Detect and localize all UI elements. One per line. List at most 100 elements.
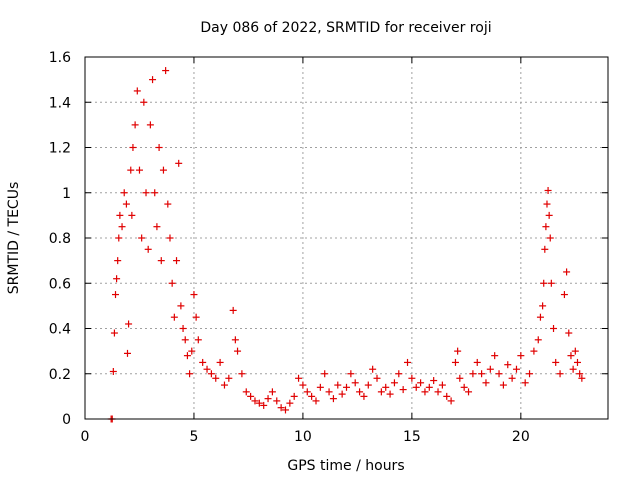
data-point bbox=[417, 379, 425, 387]
data-point bbox=[170, 313, 178, 321]
data-point bbox=[556, 370, 564, 378]
data-point bbox=[207, 370, 215, 378]
data-point bbox=[486, 365, 494, 373]
data-point bbox=[569, 365, 577, 373]
data-point bbox=[478, 370, 486, 378]
data-point bbox=[308, 392, 316, 400]
data-point bbox=[573, 358, 581, 366]
data-point bbox=[550, 325, 558, 332]
data-point bbox=[567, 352, 575, 360]
data-point bbox=[255, 399, 263, 407]
data-point bbox=[434, 388, 442, 396]
data-point bbox=[229, 306, 237, 314]
grid-layer bbox=[85, 57, 608, 419]
data-point bbox=[135, 166, 143, 174]
data-point bbox=[412, 383, 420, 391]
data-point bbox=[329, 395, 337, 403]
data-point bbox=[242, 388, 250, 396]
data-point bbox=[238, 370, 246, 378]
data-point bbox=[110, 329, 118, 337]
data-point bbox=[536, 313, 544, 321]
data-point bbox=[234, 347, 242, 355]
data-point bbox=[220, 381, 228, 389]
data-point bbox=[508, 374, 516, 382]
data-point bbox=[129, 144, 137, 151]
data-point bbox=[181, 336, 189, 344]
data-point bbox=[560, 291, 568, 299]
data-point bbox=[540, 279, 548, 287]
data-point bbox=[277, 404, 285, 412]
data-point bbox=[443, 392, 451, 400]
y-tick-label: 1.6 bbox=[49, 50, 71, 66]
data-point bbox=[421, 388, 429, 396]
data-point bbox=[194, 336, 202, 344]
data-point bbox=[351, 379, 359, 387]
y-tick-label: 0 bbox=[62, 412, 71, 428]
data-point bbox=[447, 397, 455, 405]
data-point bbox=[199, 358, 207, 366]
x-tick-label: 5 bbox=[189, 429, 198, 445]
y-tick-label: 0.2 bbox=[49, 367, 71, 383]
data-point bbox=[268, 388, 276, 396]
data-point bbox=[127, 166, 135, 174]
data-point bbox=[173, 257, 181, 265]
data-point bbox=[530, 347, 538, 355]
data-point bbox=[146, 121, 154, 129]
data-point bbox=[303, 388, 311, 396]
data-point bbox=[526, 370, 534, 378]
data-point bbox=[563, 268, 571, 276]
data-point bbox=[425, 383, 433, 391]
x-tick-label: 0 bbox=[81, 429, 90, 445]
data-point bbox=[295, 374, 303, 382]
data-point bbox=[142, 189, 150, 197]
data-point bbox=[325, 388, 333, 396]
data-point bbox=[456, 374, 464, 382]
data-point bbox=[395, 370, 403, 378]
data-point bbox=[299, 381, 307, 389]
data-point bbox=[541, 245, 549, 253]
x-tick-label: 15 bbox=[403, 429, 421, 445]
data-point bbox=[153, 223, 161, 231]
data-point bbox=[286, 399, 294, 407]
data-point bbox=[316, 383, 324, 391]
data-point bbox=[116, 211, 124, 219]
y-tick-label: 1.4 bbox=[49, 95, 71, 111]
data-point bbox=[131, 121, 139, 129]
data-point bbox=[545, 211, 553, 219]
data-point bbox=[123, 349, 131, 357]
data-point bbox=[159, 166, 167, 174]
data-point bbox=[408, 374, 416, 382]
data-point bbox=[290, 392, 298, 400]
data-point bbox=[128, 211, 136, 219]
data-point bbox=[260, 401, 268, 409]
data-point bbox=[157, 257, 165, 265]
data-point bbox=[162, 67, 170, 75]
data-point bbox=[539, 302, 547, 310]
data-point bbox=[151, 189, 159, 197]
data-point bbox=[547, 279, 555, 287]
data-point bbox=[112, 291, 120, 299]
data-point bbox=[451, 358, 459, 366]
data-point bbox=[122, 200, 130, 208]
data-point bbox=[382, 383, 390, 391]
data-point bbox=[115, 234, 123, 242]
data-point bbox=[552, 358, 560, 366]
y-tick-label: 0.8 bbox=[49, 231, 71, 247]
data-point bbox=[273, 397, 281, 405]
data-point bbox=[360, 392, 368, 400]
data-point bbox=[504, 361, 512, 369]
data-point bbox=[521, 379, 529, 387]
data-point bbox=[347, 370, 355, 378]
data-point bbox=[499, 381, 507, 389]
data-point bbox=[114, 257, 122, 265]
data-point bbox=[544, 186, 552, 194]
data-point bbox=[190, 291, 198, 299]
data-point bbox=[188, 347, 196, 355]
y-tick-label: 1 bbox=[62, 186, 71, 202]
data-point bbox=[164, 200, 172, 208]
data-point bbox=[512, 365, 520, 373]
data-point bbox=[138, 234, 146, 242]
data-point bbox=[155, 144, 163, 151]
data-point bbox=[469, 370, 477, 378]
